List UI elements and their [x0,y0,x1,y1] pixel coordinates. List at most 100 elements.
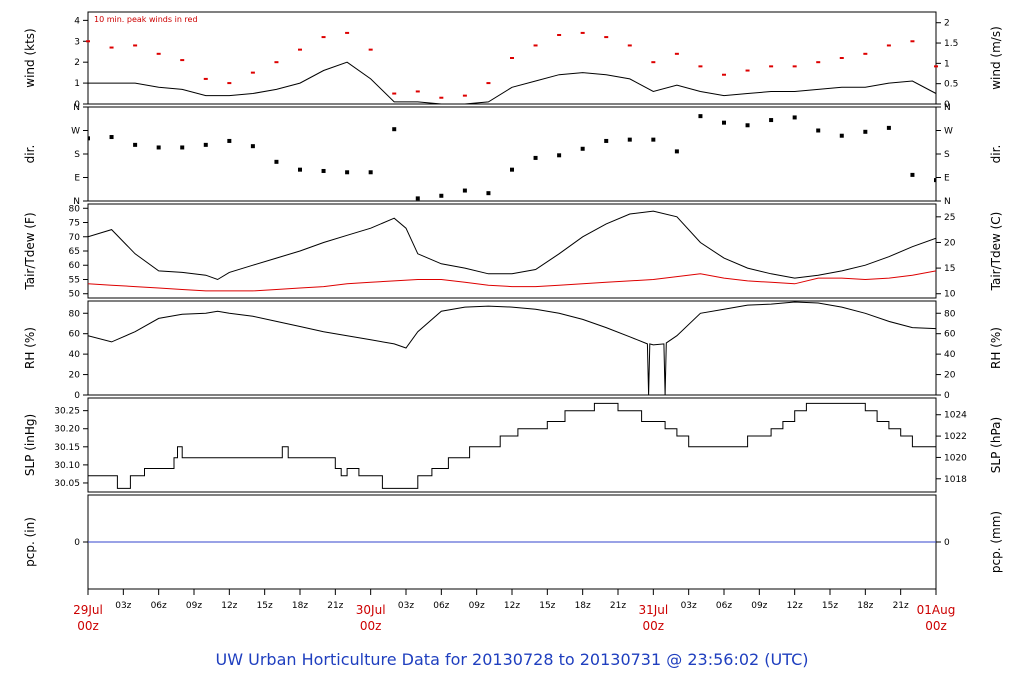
peak-wind-point [109,46,114,49]
series-line-slp-slp [88,402,936,489]
y-tick-label-slp: 30.05 [54,479,80,489]
y-right-tick-label-slp: 1018 [944,475,967,485]
peak-wind-point [910,40,915,43]
dir-point [368,170,373,175]
x-tick-label: 03z [681,601,697,611]
y-tick-label-temp: 75 [69,219,80,229]
dir-point [88,136,90,141]
y-tick-label-rh: 20 [69,371,81,381]
y-tick-label-dir: S [74,150,80,160]
peak-wind-point [651,61,656,64]
dir-point [910,172,915,177]
peak-wind-point [439,96,444,99]
x-tick-label: 09z [751,601,767,611]
y-tick-label-rh: 40 [69,350,81,360]
panel-frame-dir [87,106,937,202]
y-tick-label-temp: 55 [69,275,80,285]
dir-point [203,142,208,147]
y-axis-label-slp: SLP (inHg) [23,414,37,476]
dir-point [180,145,185,150]
peak-wind-point [227,82,232,85]
panel-frame-wind [87,11,937,105]
dir-point [839,133,844,138]
series-line-temp-tair [88,210,936,281]
y-axis-label-right-dir: dir. [989,145,1003,164]
peak-wind-point [604,36,609,39]
x-tick-label: 15z [257,601,273,611]
peak-wind-point [415,90,420,93]
y-tick-label-dir: E [74,174,80,184]
peak-wind-point [86,40,90,43]
x-day-label: 01Aug [917,603,956,617]
x-day-label-hour: 00z [77,619,99,633]
dir-point [792,115,797,120]
dir-point [651,137,656,142]
dir-point [392,127,397,132]
y-axis-label-dir: dir. [23,145,37,164]
dir-point [863,129,868,134]
y-right-tick-label-dir: N [944,103,951,113]
y-tick-label-dir: N [73,103,80,113]
peak-wind-point [674,52,679,55]
series-line-rh-rh [88,301,936,395]
dir-point [486,191,491,196]
peak-wind-point [769,65,774,68]
dir-point [298,167,302,172]
dir-point [769,118,774,123]
y-tick-label-pcp: 0 [74,538,80,548]
panel-wind [83,11,941,105]
y-right-tick-label-dir: W [944,127,953,137]
panel-slp [83,397,941,493]
dir-point [109,135,114,140]
y-right-tick-label-rh: 40 [944,350,956,360]
dir-point [321,168,326,173]
x-tick-label: 12z [787,601,803,611]
x-tick-label: 15z [822,601,838,611]
peak-wind-point [934,65,938,68]
y-right-tick-label-slp: 1020 [944,453,967,463]
peak-wind-point [886,44,891,47]
dir-point [133,142,138,147]
dir-point [510,167,514,172]
panel-rh [83,300,941,396]
y-right-tick-label-dir: N [944,197,951,207]
y-tick-label-wind: 4 [74,16,80,26]
y-axis-label-right-wind: wind (m/s) [989,26,1003,90]
peak-wind-point [321,36,326,39]
y-axis-label-right-temp: Tair/Tdew (C) [989,212,1003,292]
y-right-tick-label-pcp: 0 [944,538,950,548]
y-right-tick-label-slp: 1022 [944,432,967,442]
y-tick-label-dir: W [71,127,80,137]
dir-point [886,125,891,130]
y-tick-label-slp: 30.20 [54,425,80,435]
y-right-tick-label-wind: 1.5 [944,39,958,49]
y-tick-label-temp: 70 [69,233,81,243]
y-tick-label-wind: 3 [74,37,80,47]
x-tick-label: 06z [716,601,732,611]
dir-point [816,128,821,133]
x-tick-label: 21z [327,601,343,611]
dir-point [156,145,161,150]
dir-point [722,120,726,125]
dir-point [698,114,703,119]
peak-wind-point [486,82,491,85]
peak-wind-point [392,92,397,95]
peak-wind-point [863,52,868,55]
peak-wind-point [533,44,538,47]
dir-point [250,144,255,149]
panel-dir [83,106,941,202]
chart-footer-title: UW Urban Horticulture Data for 20130728 … [215,650,809,669]
dir-point [345,170,350,175]
x-tick-label: 09z [186,601,202,611]
y-right-tick-label-temp: 10 [944,290,956,300]
panel-frame-rh [87,300,937,396]
y-right-tick-label-wind: 1 [944,59,950,69]
peak-wind-point [745,69,750,72]
peak-wind-point [698,65,703,68]
dir-point [745,123,750,128]
peak-wind-point [462,94,467,97]
panel-frame-slp [87,397,937,493]
y-axis-label-temp: Tair/Tdew (F) [23,212,37,290]
dir-point [627,137,632,142]
